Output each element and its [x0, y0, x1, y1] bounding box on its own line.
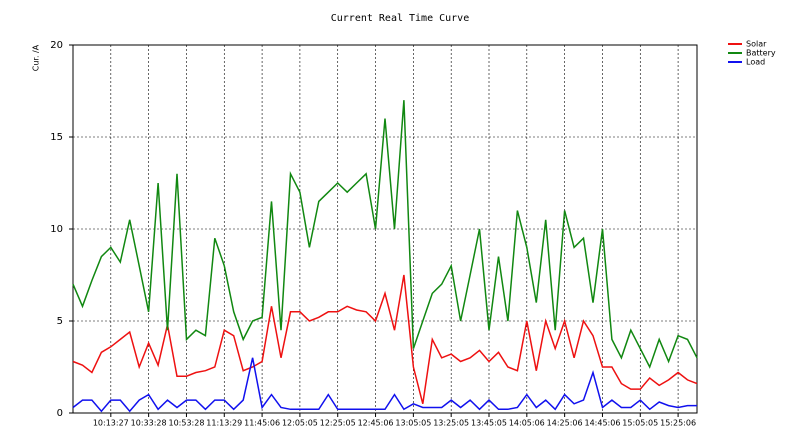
legend-label: Battery	[746, 49, 776, 58]
legend-label: Solar	[746, 40, 767, 49]
x-tick-label: 12:05:05	[282, 419, 318, 428]
legend-label: Load	[746, 58, 765, 67]
y-axis-label: Cur. /A	[32, 44, 41, 71]
x-tick-label: 14:05:06	[509, 419, 545, 428]
x-tick-label: 14:25:06	[547, 419, 583, 428]
x-tick-label: 13:45:05	[471, 419, 507, 428]
y-tick-label: 0	[57, 408, 63, 419]
y-tick-label: 5	[57, 316, 63, 327]
x-tick-label: 10:53:28	[168, 419, 204, 428]
chart-title: Current Real Time Curve	[331, 13, 469, 24]
series-line	[72, 357, 697, 413]
x-tick-label: 13:05:05	[395, 419, 431, 428]
x-tick-label: 14:45:06	[584, 419, 620, 428]
x-tick-label: 10:33:28	[131, 419, 167, 428]
x-tick-label: 15:05:05	[622, 419, 658, 428]
x-tick-label: 11:45:06	[244, 419, 280, 428]
x-tick-label: 10:13:27	[93, 419, 129, 428]
y-tick-label: 10	[50, 224, 63, 235]
y-tick-label: 20	[50, 40, 63, 51]
x-tick-label: 13:25:05	[433, 419, 469, 428]
x-tick-label: 11:13:29	[206, 419, 242, 428]
y-tick-label: 15	[50, 132, 63, 143]
x-tick-label: 12:45:06	[358, 419, 394, 428]
series-line	[72, 274, 698, 404]
x-tick-label: 12:25:05	[320, 419, 356, 428]
x-tick-label: 15:25:06	[660, 419, 696, 428]
series-line	[72, 100, 698, 369]
